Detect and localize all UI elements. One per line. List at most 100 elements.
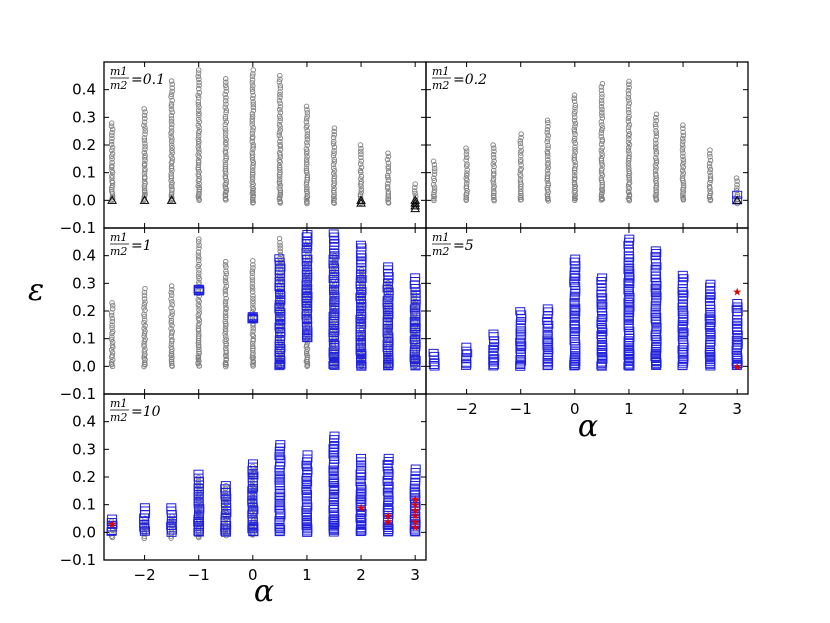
- data-point: [195, 95, 202, 101]
- data-point: [429, 362, 440, 371]
- data-point: [571, 126, 578, 133]
- data-point: [303, 119, 310, 125]
- data-point: [705, 362, 716, 371]
- data-point: [250, 306, 257, 313]
- data-point: [301, 463, 312, 472]
- data-point: [331, 173, 338, 179]
- data-point: [196, 186, 202, 192]
- data-point: [626, 97, 632, 103]
- y-tick-label: −0.1: [60, 385, 96, 403]
- y-tick-label: 0.1: [72, 496, 96, 514]
- x-tick-label: −1: [188, 566, 210, 584]
- data-point: [331, 147, 337, 154]
- data-point: [108, 336, 115, 343]
- data-point: [707, 166, 714, 173]
- data-point: [277, 104, 284, 110]
- data-point: [384, 183, 391, 190]
- data-point: [196, 279, 202, 286]
- data-point: [108, 120, 115, 126]
- data-point: [678, 316, 689, 325]
- data-point: [706, 183, 713, 190]
- data-point: [301, 309, 312, 318]
- data-point: [277, 72, 283, 79]
- y-tick-label: 0.2: [72, 302, 96, 320]
- data-point: [515, 328, 526, 337]
- data-point: [571, 117, 578, 124]
- data-point: [139, 503, 150, 512]
- data-point: [518, 157, 524, 163]
- data-point: [169, 88, 175, 95]
- data-point: [276, 235, 283, 242]
- data-point: [515, 345, 526, 354]
- data-point: [250, 144, 256, 150]
- data-point: [428, 360, 439, 369]
- data-point: [598, 104, 605, 110]
- data-point: [624, 280, 635, 289]
- data-point: [517, 150, 524, 156]
- data-point: [356, 472, 367, 481]
- data-point: [706, 160, 713, 167]
- data-point: [277, 100, 283, 107]
- data-point: [168, 325, 174, 332]
- data-point: [599, 112, 605, 119]
- data-point: [108, 533, 115, 539]
- ratio-denominator: m2: [110, 79, 127, 92]
- data-point: [599, 81, 606, 87]
- data-point: [358, 189, 364, 195]
- data-point: [358, 186, 365, 193]
- data-point: [196, 138, 202, 145]
- data-point: [249, 277, 256, 283]
- data-point: [250, 92, 256, 99]
- data-point: [331, 128, 337, 135]
- data-point: [491, 158, 497, 164]
- data-point: [596, 316, 607, 325]
- data-point: [490, 176, 497, 182]
- data-point: [626, 122, 633, 128]
- data-point: [276, 173, 283, 180]
- data-point: [732, 338, 743, 347]
- data-point: [705, 338, 716, 347]
- data-point: [385, 165, 392, 172]
- data-point: [625, 91, 632, 97]
- data-point: ★: [383, 510, 393, 523]
- data-point: [276, 150, 283, 156]
- data-point: [168, 94, 174, 100]
- data-point: [431, 165, 438, 172]
- data-point: [249, 119, 255, 125]
- data-point: ★: [410, 510, 420, 523]
- data-point: [108, 309, 115, 316]
- data-point: [196, 89, 203, 96]
- data-point: [599, 106, 605, 113]
- data-point: [274, 504, 285, 513]
- data-point: [596, 330, 607, 339]
- data-point: [429, 358, 440, 367]
- data-point: [680, 159, 687, 165]
- data-point: [169, 286, 175, 293]
- data-point: [651, 248, 662, 257]
- data-point: [543, 337, 554, 346]
- data-point: [653, 148, 660, 155]
- data-point: [625, 128, 632, 134]
- data-point: [222, 148, 229, 154]
- data-point: [680, 156, 686, 163]
- data-point: [572, 114, 578, 120]
- data-point: [274, 522, 285, 531]
- data-point: [274, 513, 285, 522]
- data-point: [168, 317, 175, 324]
- x-tick-label: −2: [456, 400, 478, 418]
- data-point: [431, 171, 438, 178]
- data-point: [168, 171, 174, 177]
- data-point: [249, 167, 256, 174]
- data-point: [545, 170, 551, 177]
- data-point: [223, 101, 229, 107]
- data-point: [195, 326, 202, 332]
- data-point: [249, 283, 256, 290]
- data-point: [249, 73, 256, 80]
- data-point: ★: [410, 504, 420, 517]
- data-point: [570, 339, 581, 348]
- data-point: [488, 356, 499, 365]
- data-point: [545, 132, 551, 139]
- data-point: [168, 124, 175, 131]
- data-point: [626, 150, 632, 156]
